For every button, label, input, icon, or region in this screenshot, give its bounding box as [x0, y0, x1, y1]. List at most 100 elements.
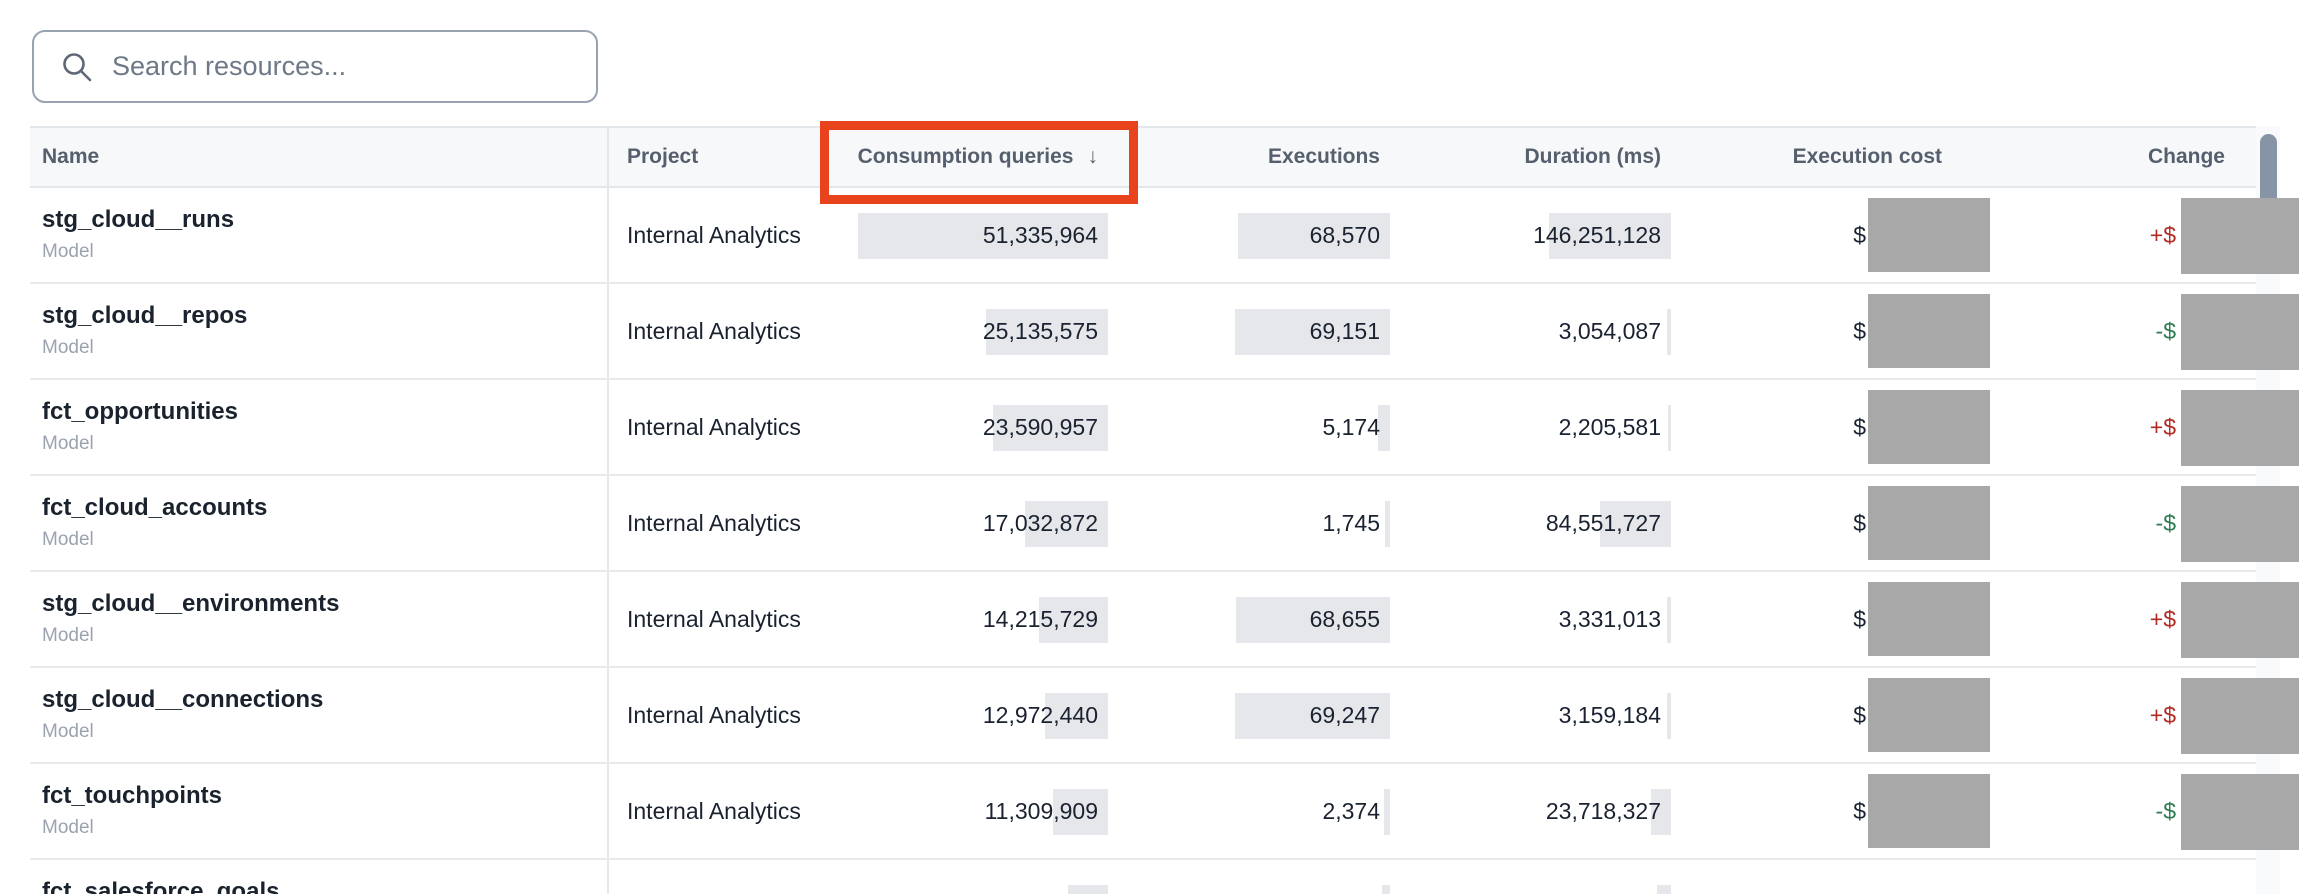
- resource-type-label: Model: [42, 336, 94, 358]
- consumption-queries-bar: [1025, 501, 1108, 547]
- duration-cell: 146,251,128: [1392, 188, 1672, 282]
- redacted-cost-value: [1868, 198, 1990, 272]
- duration-bar: [1657, 885, 1671, 894]
- redacted-cost-value: [1868, 294, 1990, 368]
- redacted-change-value: [2181, 486, 2299, 562]
- search-box[interactable]: [32, 30, 598, 103]
- resource-type-label: Model: [42, 528, 94, 550]
- duration-bar: [1667, 309, 1671, 355]
- duration-bar: [1651, 789, 1671, 835]
- change-sign: +$: [2149, 701, 2176, 728]
- resource-type-label: Model: [42, 816, 94, 838]
- resource-name[interactable]: fct_touchpoints: [42, 782, 222, 810]
- executions-cell: [1118, 860, 1392, 894]
- executions-bar: [1238, 213, 1390, 259]
- duration-bar: [1549, 213, 1671, 259]
- column-header-executions[interactable]: Executions: [1267, 145, 1380, 168]
- resource-name[interactable]: stg_cloud__repos: [42, 302, 248, 330]
- table-row[interactable]: fct_opportunities Model Internal Analyti…: [30, 380, 2299, 476]
- consumption-queries-bar: [993, 405, 1108, 451]
- table-row[interactable]: fct_touchpoints Model Internal Analytics…: [30, 764, 2299, 860]
- executions-bar: [1385, 501, 1390, 547]
- redacted-cost-value: [1868, 774, 1990, 848]
- duration-bar: [1667, 693, 1671, 739]
- column-header-name[interactable]: Name: [42, 145, 100, 168]
- change-sign: +$: [2149, 221, 2176, 248]
- consumption-queries-cell: 23,590,957: [830, 380, 1118, 474]
- resource-name[interactable]: fct_cloud_accounts: [42, 494, 268, 522]
- resource-name[interactable]: fct_salesforce_goals: [42, 878, 280, 894]
- search-icon: [63, 52, 92, 81]
- resource-type-label: Model: [42, 240, 94, 262]
- execution-cost-cell: $: [1672, 188, 1992, 282]
- resource-name[interactable]: fct_opportunities: [42, 398, 238, 426]
- redacted-change-value: [2181, 390, 2299, 466]
- redacted-change-value: [2181, 198, 2299, 274]
- table-row[interactable]: fct_cloud_accounts Model Internal Analyt…: [30, 476, 2299, 572]
- vertical-scrollbar-thumb[interactable]: [2260, 134, 2277, 214]
- change-cell: -$: [1992, 476, 2299, 570]
- resource-type-label: Model: [42, 720, 94, 742]
- change-cell: +$: [1992, 380, 2299, 474]
- redacted-change-value: [2181, 774, 2299, 850]
- executions-cell: 68,655: [1118, 572, 1392, 666]
- consumption-queries-cell: 17,032,872: [830, 476, 1118, 570]
- project-cell: Internal Analytics: [607, 572, 830, 666]
- table-row[interactable]: stg_cloud__connections Model Internal An…: [30, 668, 2299, 764]
- column-header-change[interactable]: Change: [2147, 145, 2225, 168]
- column-header-execution-cost[interactable]: Execution cost: [1792, 145, 1942, 168]
- currency-prefix: $: [1853, 605, 1866, 632]
- project-cell: Internal Analytics: [607, 860, 830, 894]
- change-cell: -$: [1992, 764, 2299, 858]
- change-cell: [1992, 860, 2262, 894]
- project-cell: Internal Analytics: [607, 188, 830, 282]
- duration-cell: 23,718,327: [1392, 764, 1672, 858]
- change-sign: -$: [2155, 317, 2176, 344]
- resource-name[interactable]: stg_cloud__environments: [42, 590, 340, 618]
- consumption-queries-bar: [1053, 789, 1108, 835]
- table-row[interactable]: fct_salesforce_goals Model Internal Anal…: [30, 860, 2262, 894]
- executions-bar: [1382, 885, 1390, 894]
- project-cell: Internal Analytics: [607, 380, 830, 474]
- column-header-duration[interactable]: Duration (ms): [1524, 145, 1662, 168]
- executions-cell: 69,247: [1118, 668, 1392, 762]
- executions-bar: [1235, 693, 1390, 739]
- redacted-cost-value: [1868, 678, 1990, 752]
- table-row[interactable]: stg_cloud__environments Model Internal A…: [30, 572, 2299, 668]
- executions-cell: 69,151: [1118, 284, 1392, 378]
- resource-type-label: Model: [42, 624, 94, 646]
- duration-bar: [1667, 597, 1671, 643]
- change-sign: -$: [2155, 797, 2176, 824]
- project-cell: Internal Analytics: [607, 284, 830, 378]
- table-body: stg_cloud__runs Model Internal Analytics…: [30, 188, 2299, 894]
- execution-cost-cell: $: [1672, 764, 1992, 858]
- consumption-queries-cell: 51,335,964: [830, 188, 1118, 282]
- execution-cost-cell: [1672, 860, 1992, 894]
- change-cell: +$: [1992, 668, 2299, 762]
- table-row[interactable]: stg_cloud__repos Model Internal Analytic…: [30, 284, 2299, 380]
- consumption-queries-cell: 12,972,440: [830, 668, 1118, 762]
- column-header-project[interactable]: Project: [607, 128, 830, 186]
- execution-cost-cell: $: [1672, 668, 1992, 762]
- duration-bar: [1600, 501, 1671, 547]
- resource-name[interactable]: stg_cloud__runs: [42, 206, 235, 234]
- redacted-change-value: [2181, 678, 2299, 754]
- column-header-consumption-queries[interactable]: Consumption queries ↓: [857, 145, 1098, 168]
- duration-cell: 2,205,581: [1392, 380, 1672, 474]
- change-cell: -$: [1992, 284, 2299, 378]
- table-row[interactable]: stg_cloud__runs Model Internal Analytics…: [30, 188, 2299, 284]
- duration-cell: 3,159,184: [1392, 668, 1672, 762]
- consumption-queries-cell: [830, 860, 1118, 894]
- consumption-queries-bar: [1039, 597, 1108, 643]
- redacted-change-value: [2181, 582, 2299, 658]
- project-cell: Internal Analytics: [607, 476, 830, 570]
- execution-cost-cell: $: [1672, 284, 1992, 378]
- search-input[interactable]: [94, 51, 596, 82]
- change-cell: +$: [1992, 188, 2299, 282]
- consumption-queries-bar: [1068, 885, 1108, 894]
- resource-name[interactable]: stg_cloud__connections: [42, 686, 324, 714]
- consumption-queries-bar: [858, 213, 1108, 259]
- duration-cell: 3,054,087: [1392, 284, 1672, 378]
- redacted-change-value: [2181, 294, 2299, 370]
